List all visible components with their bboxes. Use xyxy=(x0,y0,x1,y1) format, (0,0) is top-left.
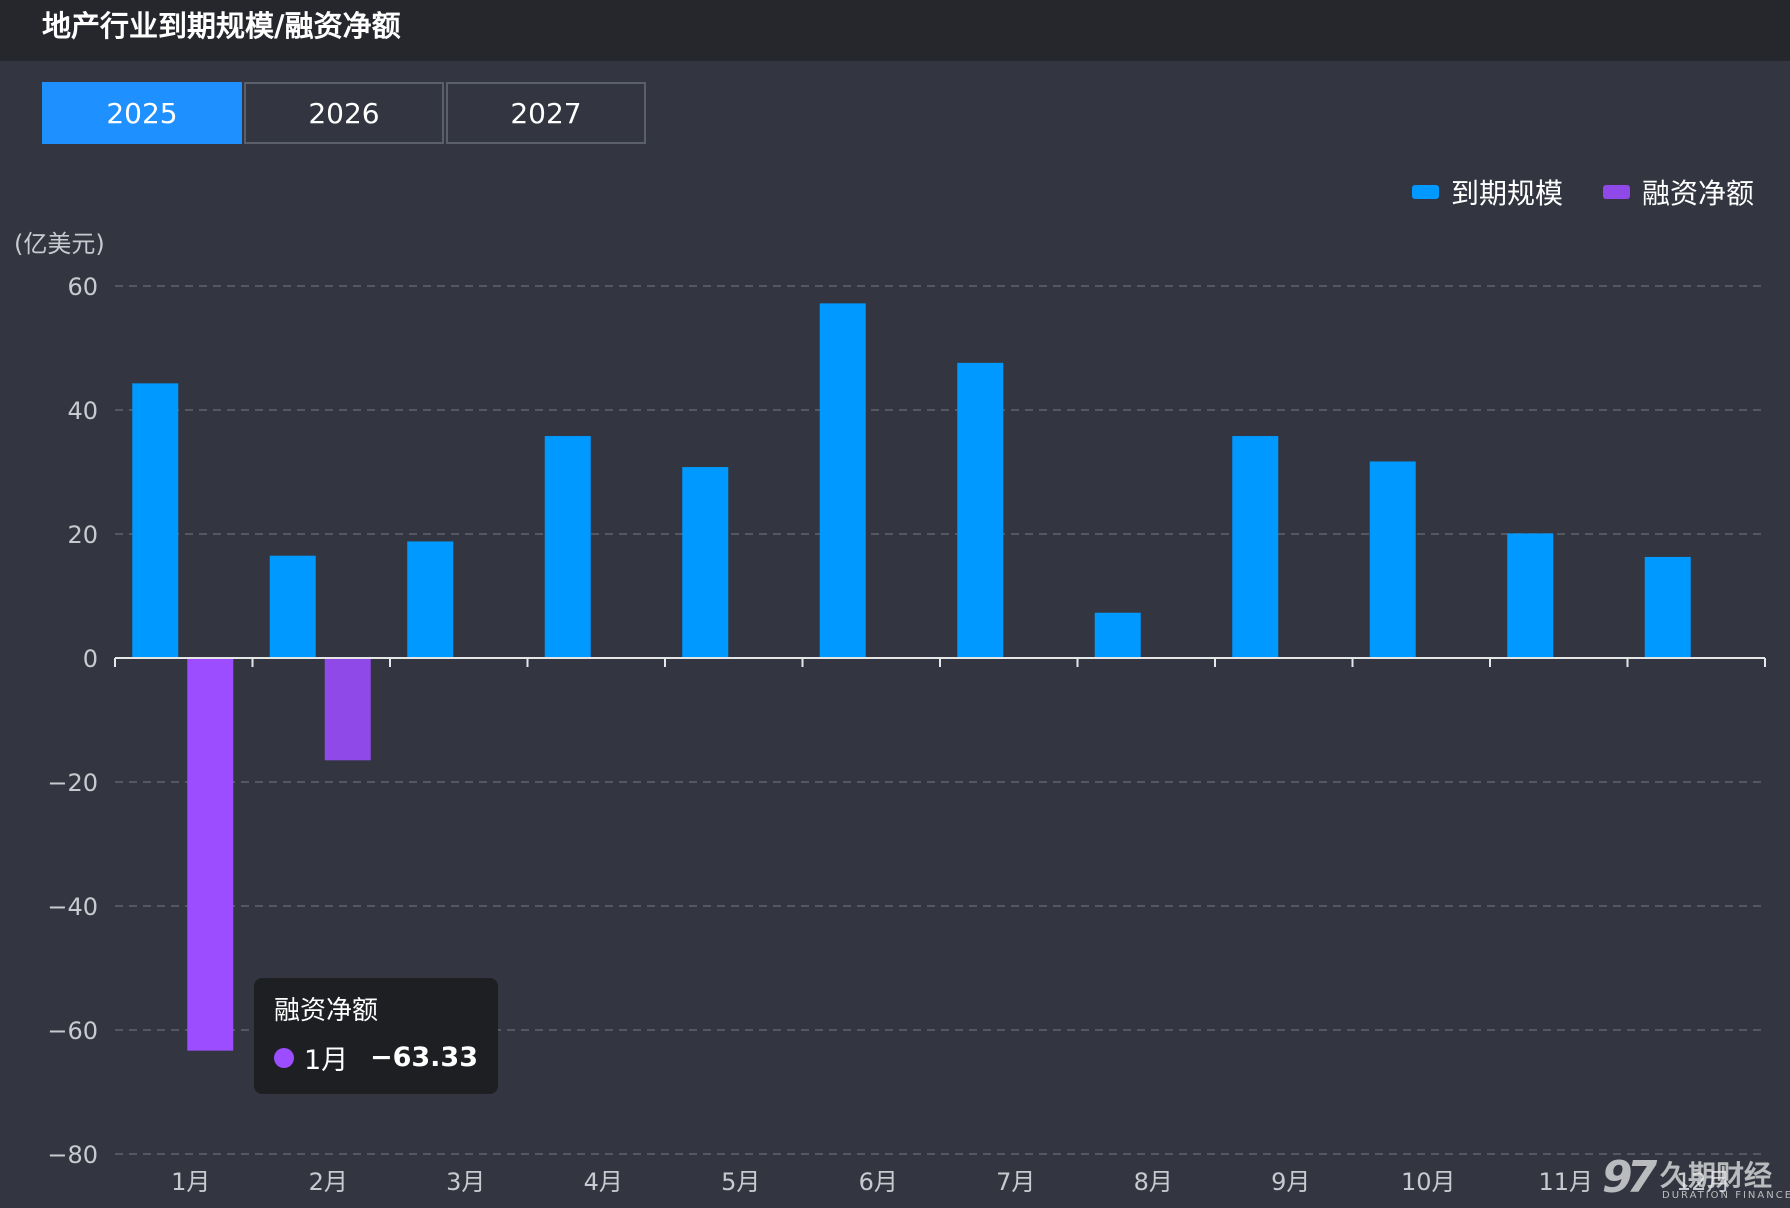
legend-label-maturity: 到期规模 xyxy=(1450,177,1563,210)
x-tick-label: 2月 xyxy=(309,1168,348,1196)
bar-maturity xyxy=(407,541,454,658)
bar-maturity xyxy=(1644,556,1691,658)
chart-tooltip: 融资净额 1月 −63.33 xyxy=(254,978,498,1094)
legend-label-net-financing: 融资净额 xyxy=(1641,177,1754,210)
x-tick-label: 12月 xyxy=(1676,1168,1731,1196)
x-tick-label: 9月 xyxy=(1271,1168,1310,1196)
bar-maturity xyxy=(544,436,591,658)
y-tick-label: 20 xyxy=(67,521,98,549)
tooltip-dot xyxy=(274,1047,294,1068)
y-tick-label: −20 xyxy=(47,769,98,797)
y-tick-label: 60 xyxy=(67,273,98,301)
page-title: 地产行业到期规模/融资净额 xyxy=(42,9,401,43)
x-tick-label: 11月 xyxy=(1538,1168,1593,1196)
bar-maturity xyxy=(682,467,729,658)
bar-maturity xyxy=(1232,436,1279,658)
year-tabs: 2025 2026 2027 xyxy=(42,82,648,146)
x-tick-label: 3月 xyxy=(446,1168,485,1196)
y-tick-label: 40 xyxy=(67,397,98,425)
bar-maturity xyxy=(819,303,866,658)
bar-maturity xyxy=(1094,612,1141,658)
y-tick-label: 0 xyxy=(83,645,98,673)
tab-2026[interactable]: 2026 xyxy=(244,82,444,144)
y-tick-label: −60 xyxy=(47,1017,98,1045)
legend-item-net-financing[interactable]: 融资净额 xyxy=(1602,172,1754,212)
watermark-logo: 97 久期财经 DURATION FINANCE xyxy=(1602,1152,1790,1208)
bar-maturity xyxy=(1369,461,1416,658)
tooltip-category: 1月 xyxy=(304,1045,349,1076)
chart-legend: 到期规模 融资净额 xyxy=(1372,172,1754,212)
tooltip-series-name: 融资净额 xyxy=(274,996,379,1026)
x-tick-label: 1月 xyxy=(171,1168,210,1196)
y-tick-label: −40 xyxy=(47,893,98,921)
legend-item-maturity[interactable]: 到期规模 xyxy=(1411,172,1563,212)
watermark-text-en: DURATION FINANCE xyxy=(1662,1190,1790,1201)
watermark-mark: 97 xyxy=(1602,1152,1657,1203)
bar-maturity xyxy=(269,555,316,658)
bar-net-financing xyxy=(187,658,234,1051)
tab-2027[interactable]: 2027 xyxy=(446,82,646,144)
x-tick-label: 5月 xyxy=(721,1168,760,1196)
title-bar: 地产行业到期规模/融资净额 xyxy=(0,0,1790,61)
watermark-text-cn: 久期财经 xyxy=(1660,1159,1773,1192)
tooltip-row: 1月 −63.33 xyxy=(274,1038,478,1077)
bar-maturity xyxy=(132,383,179,658)
bar-maturity xyxy=(957,362,1004,658)
y-tick-label: −80 xyxy=(47,1141,98,1169)
x-tick-label: 10月 xyxy=(1401,1168,1456,1196)
tab-2025[interactable]: 2025 xyxy=(42,82,242,144)
x-tick-label: 4月 xyxy=(584,1168,623,1196)
y-axis-unit-label: (亿美元) xyxy=(14,230,105,258)
x-tick-label: 7月 xyxy=(996,1168,1035,1196)
tooltip-value: −63.33 xyxy=(369,1042,478,1073)
legend-swatch-maturity xyxy=(1411,185,1439,199)
x-tick-label: 8月 xyxy=(1134,1168,1173,1196)
x-tick-label: 6月 xyxy=(859,1168,898,1196)
bar-net-financing xyxy=(324,658,371,761)
legend-swatch-net-financing xyxy=(1602,185,1630,199)
bar-maturity xyxy=(1507,533,1554,658)
